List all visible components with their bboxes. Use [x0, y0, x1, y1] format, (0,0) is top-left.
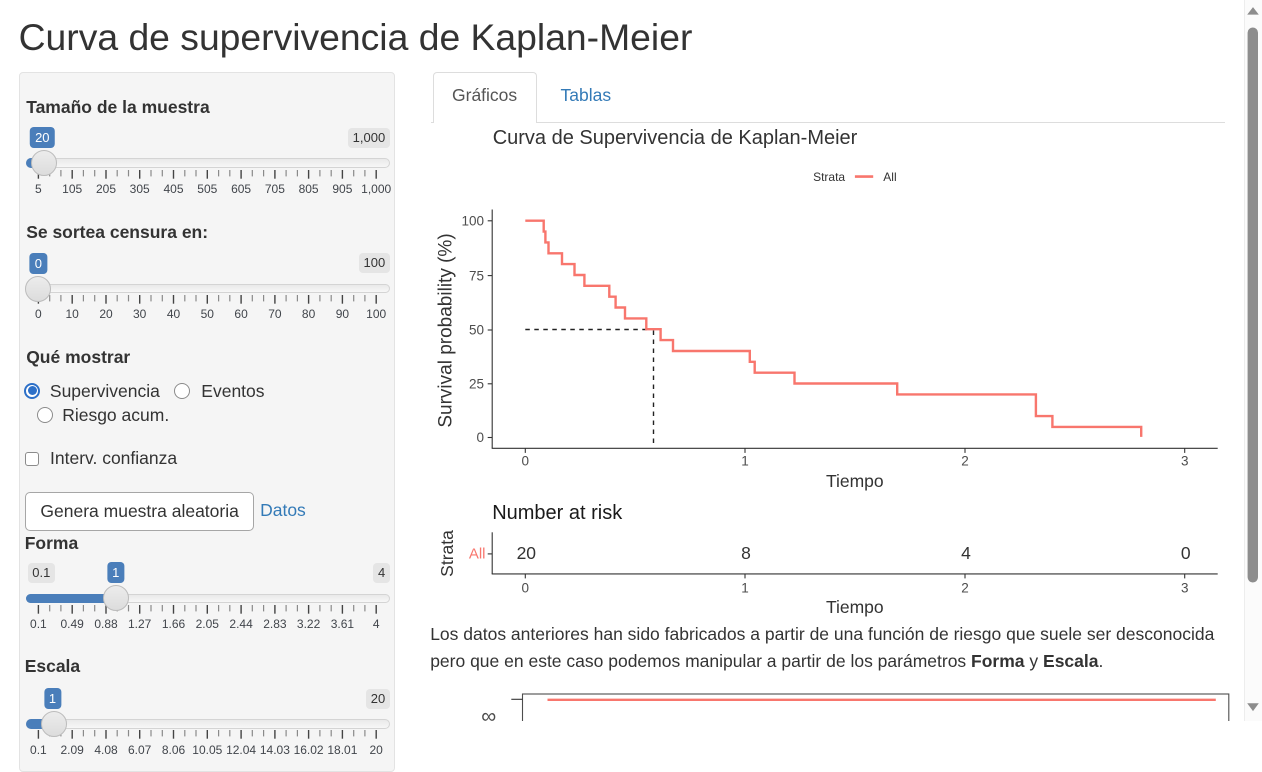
svg-text:1: 1	[741, 580, 749, 595]
svg-text:100: 100	[461, 214, 484, 229]
svg-text:∞: ∞	[481, 705, 496, 721]
svg-text:20: 20	[517, 543, 537, 563]
svg-text:8: 8	[741, 543, 751, 563]
svg-text:4: 4	[961, 543, 971, 563]
svg-text:0: 0	[522, 454, 530, 469]
svg-text:All: All	[469, 545, 486, 562]
svg-text:0: 0	[522, 580, 530, 595]
svg-text:0: 0	[1181, 543, 1191, 563]
svg-text:Tiempo: Tiempo	[826, 597, 884, 617]
svg-text:All: All	[883, 170, 896, 184]
svg-text:1: 1	[741, 454, 749, 469]
svg-text:50: 50	[469, 323, 484, 338]
svg-text:Strata: Strata	[813, 170, 845, 184]
svg-text:75: 75	[469, 268, 484, 283]
svg-text:3: 3	[1181, 454, 1189, 469]
svg-text:Strata: Strata	[437, 530, 457, 577]
svg-text:Tiempo: Tiempo	[826, 471, 884, 491]
svg-text:3: 3	[1181, 580, 1189, 595]
svg-text:Number at risk: Number at risk	[492, 502, 623, 524]
svg-text:2: 2	[961, 454, 969, 469]
svg-text:0: 0	[476, 430, 484, 445]
svg-text:Curva de Supervivencia de Kapl: Curva de Supervivencia de Kaplan-Meier	[493, 127, 858, 149]
svg-text:Survival probability (%): Survival probability (%)	[436, 233, 457, 427]
svg-text:2: 2	[961, 580, 969, 595]
svg-text:25: 25	[469, 377, 484, 392]
